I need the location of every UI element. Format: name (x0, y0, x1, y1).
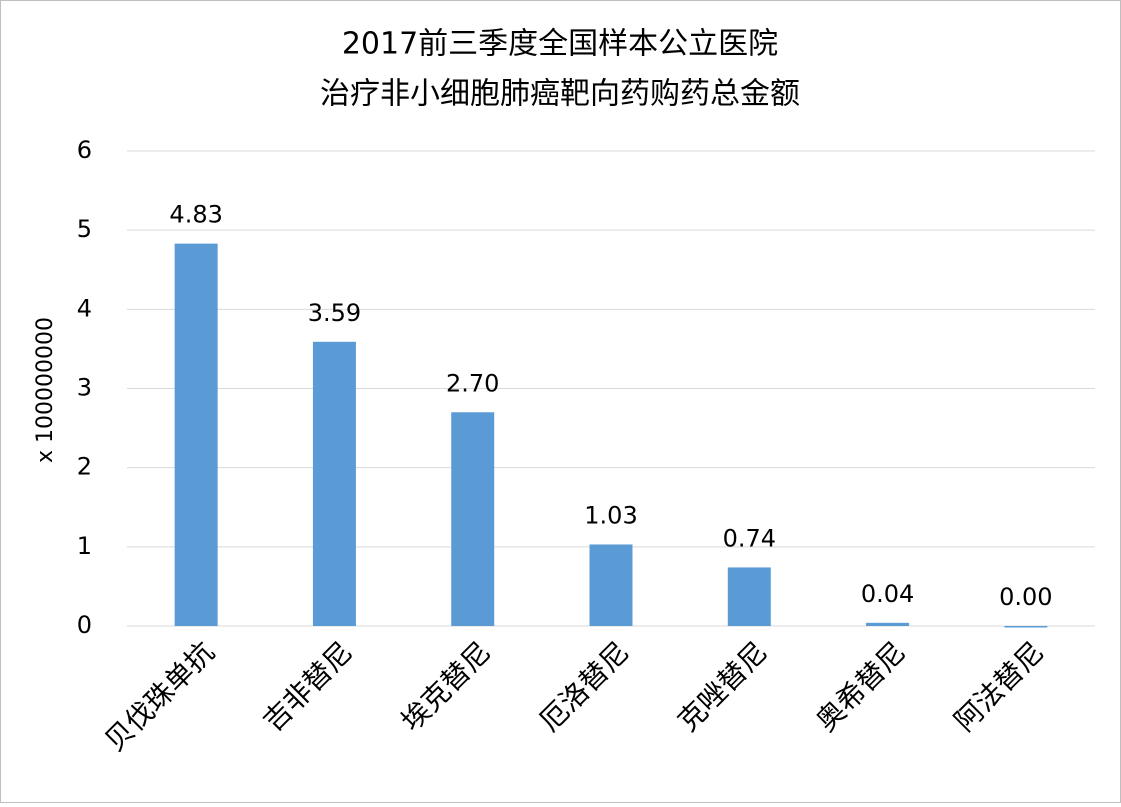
bar (312, 341, 356, 626)
value-label: 0.00 (999, 583, 1052, 611)
value-label: 0.04 (861, 580, 914, 608)
chart-title: 2017前三季度全国样本公立医院 (342, 27, 778, 62)
chart-subtitle: 治疗非小细胞肺癌靶向药购药总金额 (320, 77, 800, 112)
value-label: 0.74 (723, 524, 776, 552)
bar (174, 243, 218, 626)
bar (589, 544, 633, 626)
value-label: 2.70 (446, 369, 499, 397)
value-label: 3.59 (308, 299, 361, 327)
y-tick-label: 4 (77, 294, 92, 322)
y-tick-label: 3 (77, 374, 92, 402)
y-tick-label: 6 (77, 136, 92, 164)
value-label: 4.83 (169, 201, 222, 229)
y-tick-label: 5 (77, 215, 92, 243)
bar (451, 412, 495, 626)
bar (866, 622, 910, 626)
y-tick-label: 2 (77, 453, 92, 481)
value-label: 1.03 (584, 501, 637, 529)
y-tick-label: 1 (77, 532, 92, 560)
bar (727, 567, 771, 626)
y-axis-label: x 100000000 (33, 317, 58, 463)
y-tick-label: 0 (77, 611, 92, 639)
bar (1004, 626, 1048, 628)
